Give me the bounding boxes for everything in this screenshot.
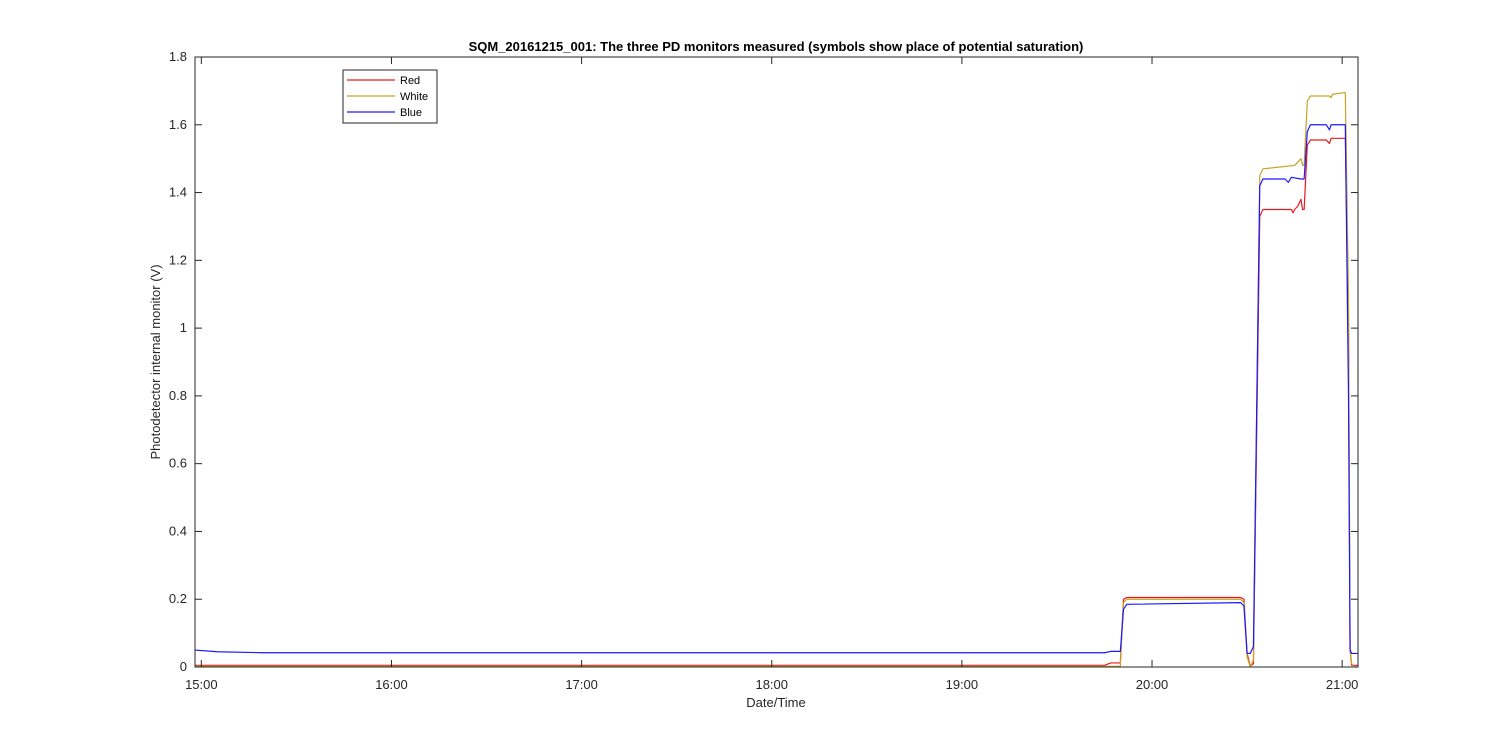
x-tick-label: 18:00 [755,677,788,692]
plot-area [195,57,1358,667]
legend-label-red: Red [400,75,420,87]
legend-label-white: White [400,91,428,103]
axes-layer: 15:00 16:00 17:00 18:00 19:00 20:00 21:00 0 0.2 0… [169,49,1359,692]
y-tick-label: 1.2 [169,252,187,267]
x-tick-label: 19:00 [946,677,979,692]
y-tick-label: 0.2 [169,591,187,606]
y-tick-label: 1.6 [169,117,187,132]
series-line-red [195,137,1358,667]
y-axis-label: Photodetector internal monitor (V) [148,264,163,459]
y-tick-label: 1.8 [169,49,187,64]
axes-box [194,56,1359,668]
x-tick-label: 17:00 [565,677,598,692]
x-tick-label: 16:00 [375,677,408,692]
y-tick-label: 1 [180,320,187,335]
y-tick-label: 0.6 [169,456,187,471]
y-tick-label: 0 [180,659,187,674]
y-tick-label: 1.4 [169,185,187,200]
series-layer [194,91,1358,668]
chart-title: SQM_20161215_001: The three PD monitors … [469,39,1084,54]
x-tick-label: 15:00 [185,677,218,692]
legend[interactable]: Red White Blue [342,69,438,124]
series-line-blue [194,124,1358,655]
x-axis-label: Date/Time [746,695,805,710]
y-tick-label: 0.8 [169,388,187,403]
x-tick-label: 20:00 [1136,677,1169,692]
y-tick-label: 0.4 [169,523,187,538]
legend-label-blue: Blue [400,107,422,119]
x-tick-label: 21:00 [1326,677,1359,692]
series-line-white [195,91,1358,668]
